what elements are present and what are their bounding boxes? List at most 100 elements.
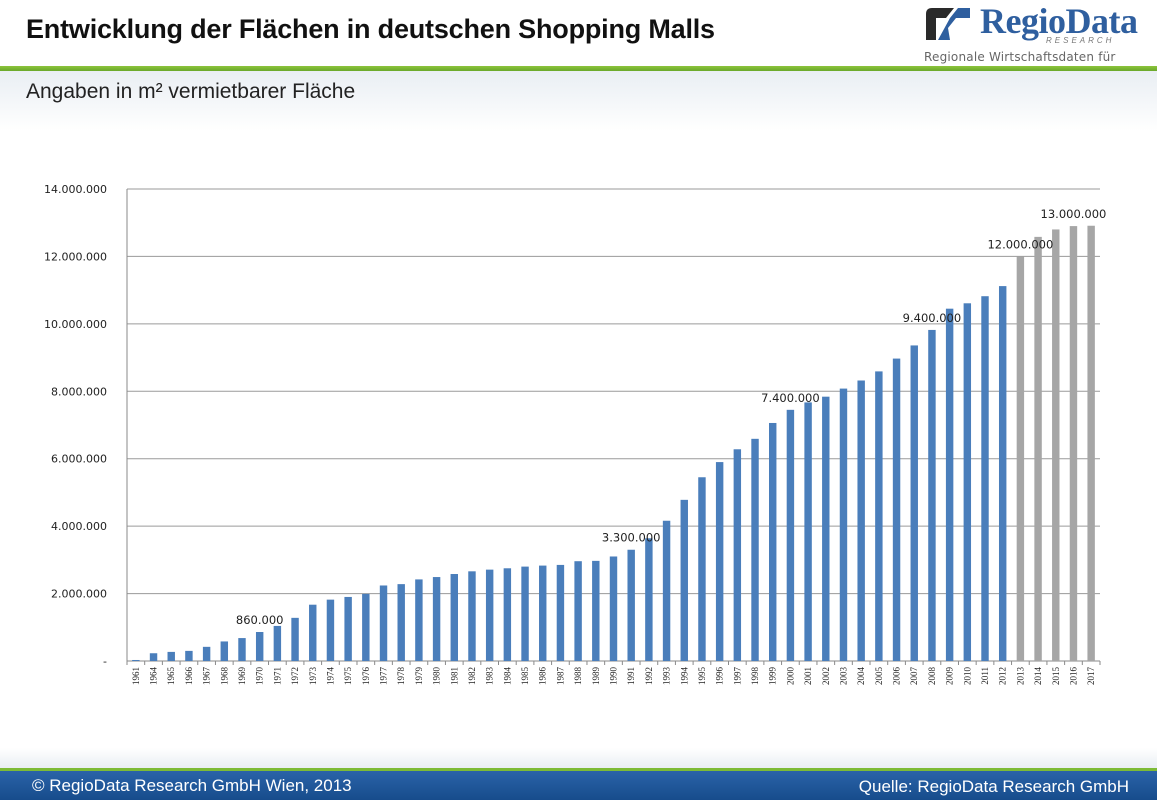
header-divider [0, 66, 1157, 71]
x-tick-label: 2013 [1015, 667, 1025, 686]
bar-1968 [220, 641, 229, 661]
x-tick-label: 2010 [962, 667, 972, 686]
bar-1980 [432, 577, 441, 661]
bar-1976 [362, 593, 370, 661]
x-tick-label: 2009 [945, 667, 955, 686]
bar-2016 [1069, 226, 1078, 661]
regiodata-logo: RegioData RESEARCH Regionale Wirtschafts… [918, 1, 1154, 78]
footer-copyright: © RegioData Research GmbH Wien, 2013 [32, 776, 352, 795]
bar-1961 [132, 659, 140, 661]
data-label: 7.400.000 [761, 391, 820, 405]
x-tick-label: 1966 [184, 667, 194, 686]
x-tick-label: 1981 [449, 667, 459, 685]
chart-subtitle: Angaben in m² vermietbarer Fläche [26, 80, 356, 103]
bar-1987 [556, 564, 565, 661]
x-tick-label: 2016 [1068, 667, 1078, 686]
x-tick-label: 1989 [591, 667, 601, 686]
x-tick-label: 2008 [927, 667, 937, 686]
y-tick-label: 4.000.000 [51, 520, 107, 533]
x-tick-label: 2003 [838, 667, 848, 686]
x-tick-label: 1983 [485, 667, 495, 686]
x-tick-label: 1969 [237, 667, 247, 686]
page-title: Entwicklung der Flächen in deutschen Sho… [26, 14, 715, 44]
footer-divider [0, 768, 1157, 771]
header-shade [0, 71, 1157, 131]
x-tick-label: 1999 [768, 667, 778, 686]
bar-1973 [309, 604, 317, 661]
bar-chart: - 2.000.000 4.000.000 6.000.000 8.000.000 10.… [44, 183, 1107, 686]
footer-source: Quelle: RegioData Research GmbH [858, 777, 1129, 796]
bar-1974 [326, 599, 335, 661]
y-tick-label: 12.000.000 [44, 250, 107, 263]
bar-1964 [149, 653, 158, 661]
x-tick-label: 1996 [715, 667, 725, 686]
x-tick-label: 1991 [626, 667, 636, 685]
logo-mark-icon [926, 8, 970, 40]
bar-1983 [485, 569, 494, 661]
bar-1975 [344, 596, 352, 661]
y-tick-label: 2.000.000 [51, 588, 107, 601]
bar-1998 [751, 438, 759, 661]
bar-1982 [468, 571, 476, 661]
bar-2003 [839, 388, 848, 661]
bar-1972 [291, 617, 299, 661]
x-tick-label: 2006 [892, 667, 902, 686]
bar-1985 [521, 566, 529, 661]
x-tick-label: 1979 [414, 667, 424, 686]
bar-1989 [592, 560, 600, 661]
x-tick-label: 1980 [432, 667, 442, 686]
bar-2001 [804, 402, 812, 661]
x-tick-label: 2004 [856, 667, 866, 686]
bar-1984 [503, 568, 512, 661]
bar-1992 [645, 538, 653, 661]
bar-1993 [662, 520, 671, 661]
footer-shade [0, 748, 1157, 770]
x-tick-label: 1973 [308, 667, 318, 686]
bar-2010 [963, 303, 972, 661]
data-label: 9.400.000 [903, 311, 962, 325]
data-label: 12.000.000 [987, 237, 1053, 251]
x-tick-label: 1998 [750, 667, 760, 686]
y-tick-label: 10.000.000 [44, 318, 107, 331]
bar-2011 [981, 296, 989, 661]
y-tick-label: 14.000.000 [44, 183, 107, 196]
bar-2015 [1052, 229, 1060, 661]
x-tick-label: 2000 [785, 667, 795, 686]
bar-2006 [892, 358, 901, 661]
bar-2004 [857, 380, 865, 661]
x-tick-label: 1990 [609, 667, 619, 686]
x-tick-label: 1995 [697, 667, 707, 686]
bar-1971 [273, 625, 282, 661]
bar-1977 [379, 585, 388, 661]
x-tick-label: 2015 [1051, 667, 1061, 686]
data-label: 860.000 [236, 613, 284, 627]
bar-1996 [715, 462, 724, 661]
x-tick-label: 1987 [555, 667, 565, 686]
bar-2002 [822, 396, 830, 661]
data-label: 13.000.000 [1041, 207, 1107, 221]
bar-1978 [397, 584, 405, 661]
x-tick-label: 2002 [821, 667, 831, 685]
bar-1990 [609, 556, 618, 661]
bar-1995 [698, 477, 706, 661]
x-tick-label: 1961 [131, 667, 141, 685]
bar-1970 [255, 632, 264, 661]
x-tick-label: 1964 [149, 667, 159, 686]
y-tick-label: - [103, 655, 107, 668]
x-tick-label: 1965 [166, 667, 176, 686]
x-tick-label: 1971 [272, 667, 282, 685]
x-tick-label: 2001 [803, 667, 813, 685]
x-tick-label: 1977 [379, 667, 389, 686]
bar-1997 [733, 449, 742, 661]
x-tick-label: 2012 [998, 667, 1008, 685]
x-tick-label: 2005 [874, 667, 884, 686]
bar-1969 [238, 638, 246, 661]
bar-1979 [415, 579, 423, 661]
bar-1988 [574, 561, 582, 661]
bar-2009 [945, 308, 954, 661]
x-tick-label: 2011 [980, 667, 990, 685]
x-tick-label: 1978 [396, 667, 406, 686]
x-tick-label: 2007 [909, 667, 919, 686]
bar-2005 [875, 371, 883, 661]
bar-2013 [1016, 256, 1025, 661]
